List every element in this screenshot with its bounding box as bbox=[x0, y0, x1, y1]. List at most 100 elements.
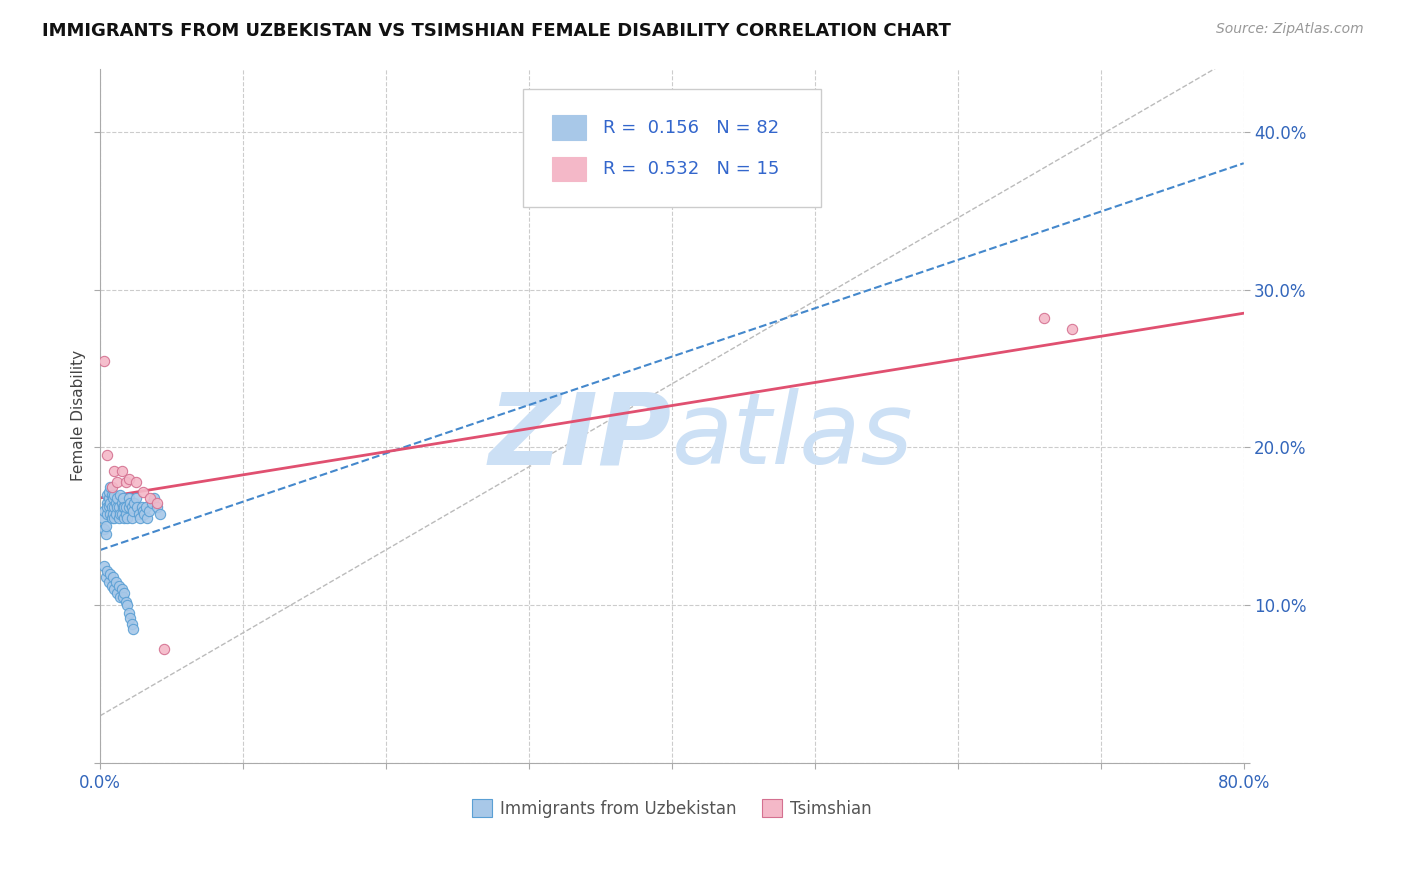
Point bbox=[96, 448, 118, 462]
Point bbox=[110, 496, 132, 510]
Point bbox=[105, 500, 128, 515]
Point bbox=[104, 507, 127, 521]
Point bbox=[100, 488, 122, 502]
Point bbox=[121, 500, 143, 515]
Point bbox=[103, 582, 125, 597]
Point bbox=[134, 507, 156, 521]
Point bbox=[141, 496, 163, 510]
Point bbox=[101, 491, 124, 505]
Point bbox=[103, 464, 125, 478]
Text: R =  0.532   N = 15: R = 0.532 N = 15 bbox=[603, 161, 780, 178]
Point bbox=[117, 511, 139, 525]
Point bbox=[117, 599, 139, 613]
Point bbox=[103, 511, 125, 525]
Point bbox=[103, 488, 125, 502]
Point bbox=[97, 484, 120, 499]
Point bbox=[115, 475, 138, 490]
Point bbox=[125, 475, 148, 490]
Point bbox=[98, 566, 121, 581]
Point bbox=[108, 507, 131, 521]
Point bbox=[101, 570, 124, 584]
Point bbox=[97, 491, 120, 505]
Point bbox=[96, 500, 118, 515]
Point bbox=[128, 507, 150, 521]
Point bbox=[115, 595, 138, 609]
Point bbox=[91, 511, 114, 525]
Point bbox=[138, 503, 160, 517]
Point bbox=[107, 500, 129, 515]
Point bbox=[100, 579, 122, 593]
Point bbox=[98, 496, 121, 510]
Point bbox=[122, 503, 145, 517]
Point bbox=[112, 511, 135, 525]
Point bbox=[97, 499, 120, 513]
Point bbox=[96, 564, 118, 578]
Point bbox=[107, 579, 129, 593]
Point bbox=[115, 500, 138, 515]
Point bbox=[105, 475, 128, 490]
Point bbox=[94, 570, 117, 584]
Point bbox=[93, 353, 115, 368]
Point bbox=[132, 484, 155, 499]
Point bbox=[105, 585, 128, 599]
Point bbox=[94, 519, 117, 533]
Point bbox=[96, 496, 118, 510]
Point bbox=[127, 500, 149, 515]
Point bbox=[111, 500, 134, 515]
Point bbox=[103, 500, 125, 515]
Point bbox=[118, 500, 141, 515]
Bar bbox=[551, 115, 586, 140]
Point bbox=[139, 491, 162, 505]
Point bbox=[110, 582, 132, 597]
Point bbox=[104, 574, 127, 589]
Legend: Immigrants from Uzbekistan, Tsimshian: Immigrants from Uzbekistan, Tsimshian bbox=[465, 793, 879, 824]
Point bbox=[136, 511, 159, 525]
Text: atlas: atlas bbox=[672, 388, 914, 485]
Point bbox=[112, 585, 135, 599]
Point bbox=[118, 606, 141, 620]
Point bbox=[149, 507, 172, 521]
Point bbox=[115, 507, 138, 521]
Point bbox=[146, 496, 169, 510]
Point bbox=[93, 503, 115, 517]
Point bbox=[118, 491, 141, 505]
Text: ZIP: ZIP bbox=[489, 388, 672, 485]
Point bbox=[112, 500, 135, 515]
Point bbox=[120, 496, 142, 510]
Point bbox=[146, 500, 169, 515]
Point bbox=[135, 500, 157, 515]
Point bbox=[125, 491, 148, 505]
Y-axis label: Female Disability: Female Disability bbox=[72, 351, 86, 482]
Point bbox=[131, 500, 153, 515]
Point bbox=[104, 496, 127, 510]
Point bbox=[94, 527, 117, 541]
Point bbox=[100, 500, 122, 515]
Point bbox=[98, 480, 121, 494]
Point bbox=[96, 488, 118, 502]
Point bbox=[132, 503, 155, 517]
Point bbox=[93, 558, 115, 573]
Point bbox=[153, 642, 176, 657]
Point bbox=[100, 511, 122, 525]
Point bbox=[124, 496, 146, 510]
Point bbox=[121, 617, 143, 632]
Text: R =  0.156   N = 82: R = 0.156 N = 82 bbox=[603, 119, 779, 136]
Point bbox=[105, 491, 128, 505]
Bar bbox=[551, 157, 586, 181]
Point bbox=[97, 574, 120, 589]
FancyBboxPatch shape bbox=[523, 89, 821, 208]
Point bbox=[93, 523, 115, 537]
Point bbox=[108, 488, 131, 502]
Point bbox=[107, 511, 129, 525]
Point bbox=[96, 507, 118, 521]
Point bbox=[1062, 322, 1084, 336]
Point bbox=[121, 511, 143, 525]
Text: Source: ZipAtlas.com: Source: ZipAtlas.com bbox=[1216, 22, 1364, 37]
Point bbox=[108, 591, 131, 605]
Point bbox=[98, 507, 121, 521]
Point bbox=[122, 622, 145, 636]
Point bbox=[100, 480, 122, 494]
Point bbox=[129, 511, 152, 525]
Point bbox=[111, 591, 134, 605]
Point bbox=[101, 507, 124, 521]
